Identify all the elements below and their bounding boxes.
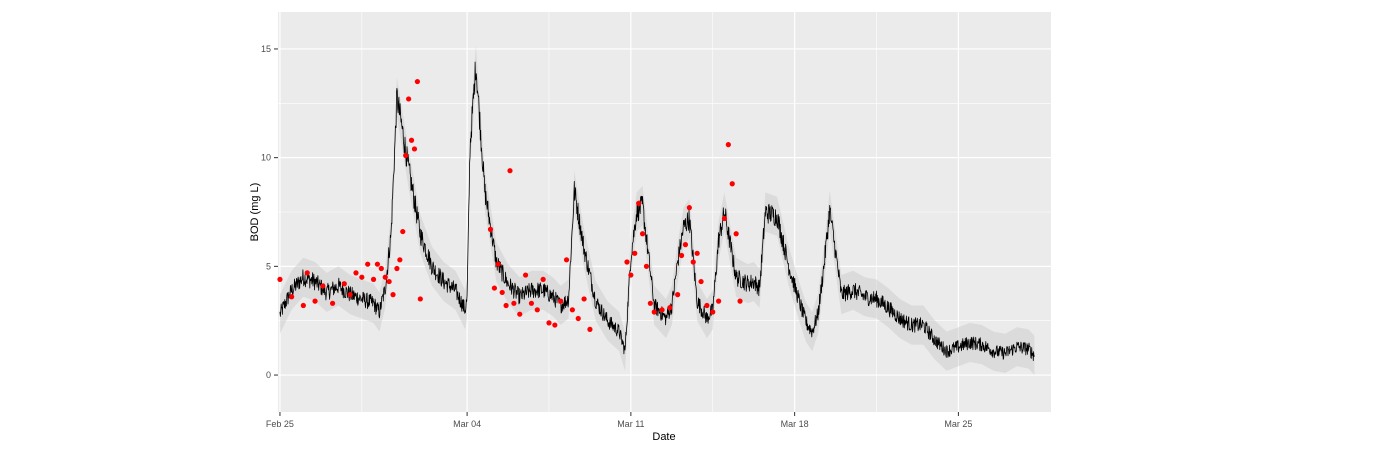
data-point — [503, 302, 509, 309]
x-axis-label: Date — [652, 431, 675, 443]
data-point — [382, 274, 388, 280]
data-point — [403, 152, 409, 159]
data-point — [329, 300, 336, 306]
data-point — [540, 276, 546, 282]
data-point — [370, 276, 377, 282]
data-point — [587, 326, 593, 332]
data-point — [406, 96, 412, 102]
data-point — [359, 274, 365, 280]
y-tick-label: 0 — [266, 370, 271, 380]
x-tick-label: Mar 18 — [781, 419, 809, 429]
data-point — [495, 261, 501, 267]
data-point — [312, 298, 318, 304]
data-point — [378, 265, 384, 272]
data-point — [682, 242, 689, 248]
data-point — [394, 265, 400, 272]
data-point — [487, 226, 494, 232]
data-point — [522, 272, 529, 278]
data-point — [710, 309, 716, 315]
data-point — [569, 307, 575, 313]
data-point — [400, 228, 406, 235]
data-point — [581, 296, 587, 302]
data-point — [528, 300, 535, 306]
data-point — [414, 78, 420, 85]
data-point — [624, 259, 630, 265]
data-point — [300, 302, 306, 309]
data-point — [721, 215, 728, 222]
data-point — [546, 320, 552, 326]
data-point — [647, 300, 653, 306]
data-point — [659, 307, 665, 313]
data-point — [563, 257, 570, 263]
x-tick-label: Mar 11 — [617, 419, 644, 429]
data-point — [678, 252, 685, 259]
data-point — [698, 278, 704, 285]
data-point — [347, 292, 353, 298]
data-point — [304, 270, 310, 276]
y-tick-label: 5 — [266, 261, 271, 271]
data-point — [737, 298, 743, 304]
x-tick-label: Feb 25 — [266, 419, 294, 429]
data-point — [675, 292, 681, 298]
data-point — [716, 298, 722, 304]
data-point — [628, 272, 634, 278]
data-point — [390, 292, 396, 298]
data-point — [341, 281, 347, 287]
data-point — [517, 311, 523, 317]
data-point — [636, 200, 642, 206]
data-point — [558, 298, 564, 304]
major-gridlines — [278, 12, 1051, 412]
data-point — [575, 315, 581, 322]
data-point — [729, 181, 735, 187]
data-point — [408, 137, 415, 143]
y-axis: 0 5 10 15 — [261, 44, 278, 380]
data-point — [365, 261, 371, 267]
y-axis-label: BOD (mg L) — [249, 183, 261, 242]
y-tick-label: 15 — [261, 44, 271, 54]
data-point — [704, 302, 710, 309]
minor-gridlines — [278, 12, 1051, 412]
data-point — [632, 250, 638, 256]
data-point — [667, 305, 673, 311]
data-point — [277, 276, 283, 282]
data-point — [733, 231, 739, 237]
data-point — [499, 289, 505, 296]
data-point — [353, 270, 359, 276]
data-point — [725, 142, 731, 148]
data-point — [397, 257, 403, 263]
data-point — [694, 250, 700, 256]
series-points-layer — [277, 78, 743, 332]
data-point — [651, 309, 657, 315]
y-tick-label: 10 — [261, 153, 271, 163]
data-point — [507, 168, 513, 174]
data-point — [686, 205, 692, 211]
data-point — [639, 231, 646, 237]
data-point — [643, 263, 650, 269]
x-tick-label: Mar 25 — [944, 419, 972, 429]
data-point — [386, 278, 392, 285]
data-point — [491, 285, 498, 291]
data-point — [320, 283, 326, 289]
data-point — [374, 261, 381, 267]
x-tick-label: Mar 04 — [453, 419, 481, 429]
data-point — [552, 322, 558, 328]
data-point — [417, 296, 423, 302]
data-point — [411, 146, 418, 152]
data-point — [289, 294, 295, 300]
data-point — [534, 307, 540, 313]
data-point — [511, 300, 517, 306]
x-axis: Feb 25 Mar 04 Mar 11 Mar 18 Mar 25 — [266, 412, 972, 429]
data-point — [690, 259, 696, 265]
